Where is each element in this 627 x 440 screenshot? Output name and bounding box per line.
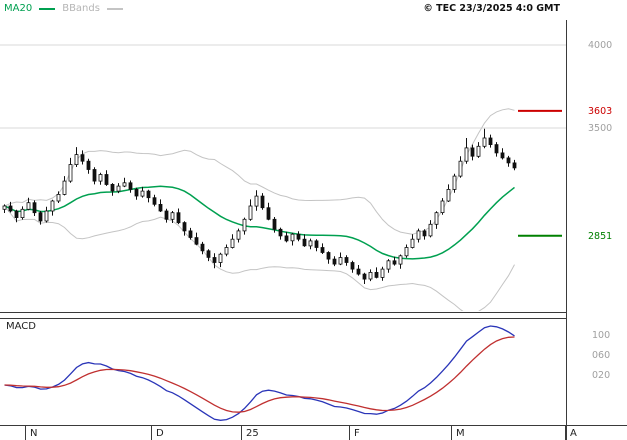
ma20-line-swatch (39, 8, 56, 10)
copyright-timestamp: © TEC 23/3/2025 4:0 GMT (423, 3, 560, 14)
bbands-line-swatch (106, 8, 123, 10)
bbands-legend-label: BBands (62, 3, 100, 14)
ma20-legend-label: MA20 (4, 3, 33, 14)
macd-pane-label: MACD (6, 321, 36, 332)
legend: MA20 BBands (4, 3, 123, 15)
